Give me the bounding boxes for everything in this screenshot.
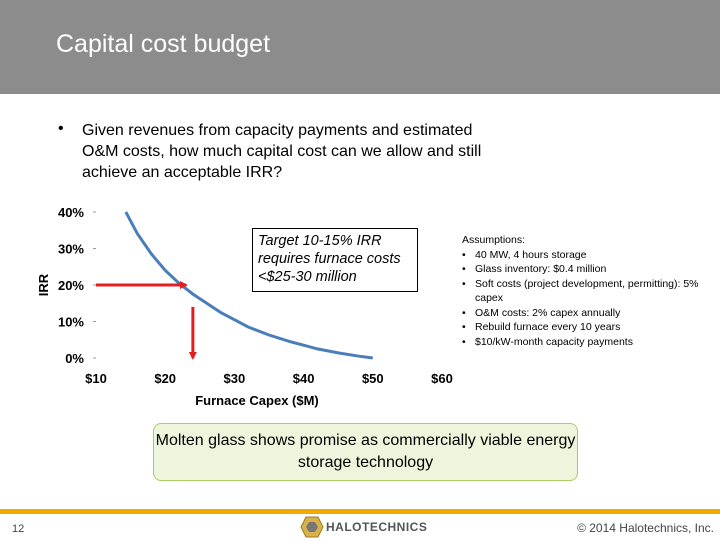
y-tick-label: 20% xyxy=(58,278,84,293)
assumption-item: Rebuild furnace every 10 years xyxy=(462,320,720,335)
page-number: 12 xyxy=(12,523,25,535)
assumption-item: 40 MW, 4 hours storage xyxy=(462,248,720,263)
y-tick-label: 40% xyxy=(58,205,84,220)
target-callout: Target 10-15% IRR requires furnace costs… xyxy=(252,228,418,292)
x-tick-label: $60 xyxy=(431,371,453,386)
y-tick-label: 10% xyxy=(58,315,84,330)
assumptions-panel: Assumptions: 40 MW, 4 hours storage Glas… xyxy=(462,233,720,349)
summary-box: Molten glass shows promise as commercial… xyxy=(153,423,578,481)
assumption-item: Soft costs (project development, permitt… xyxy=(462,277,720,306)
assumptions-list: 40 MW, 4 hours storage Glass inventory: … xyxy=(462,248,720,350)
y-axis-label: IRR xyxy=(36,273,51,296)
assumptions-heading: Assumptions: xyxy=(462,234,526,246)
y-axis-ticks: 0% 10% 20% 30% 40% xyxy=(58,205,96,366)
hexagon-logo-icon xyxy=(300,516,324,538)
slide-title: Capital cost budget xyxy=(56,30,271,58)
title-bar: Capital cost budget xyxy=(0,0,720,94)
annotation-arrows xyxy=(96,281,197,360)
y-tick-label: 30% xyxy=(58,242,84,257)
assumption-item: Glass inventory: $0.4 million xyxy=(462,262,720,277)
irr-curve xyxy=(124,211,373,360)
irr-chart: 0% 10% 20% 30% 40% $10 $20 $30 $40 $50 $60 Furnac… xyxy=(36,205,453,408)
x-tick-label: $30 xyxy=(224,371,246,386)
y-tick-label: 0% xyxy=(65,351,84,366)
x-tick-label: $10 xyxy=(85,371,107,386)
bullet-dot: • xyxy=(58,120,64,137)
logo-text: HALOTECHNICS xyxy=(326,520,428,534)
x-tick-label: $20 xyxy=(154,371,176,386)
footer-rule xyxy=(0,509,720,514)
assumption-item: O&M costs: 2% capex annually xyxy=(462,306,720,321)
bullet-text: Given revenues from capacity payments an… xyxy=(82,122,482,181)
x-axis-label: Furnace Capex ($M) xyxy=(195,393,319,408)
assumption-item: $10/kW-month capacity payments xyxy=(462,335,720,350)
copyright: © 2014 Halotechnics, Inc. xyxy=(577,521,714,535)
company-logo: HALOTECHNICS xyxy=(300,516,430,538)
x-tick-label: $40 xyxy=(293,371,315,386)
x-axis-ticks: $10 $20 $30 $40 $50 $60 xyxy=(85,371,453,386)
x-tick-label: $50 xyxy=(362,371,384,386)
